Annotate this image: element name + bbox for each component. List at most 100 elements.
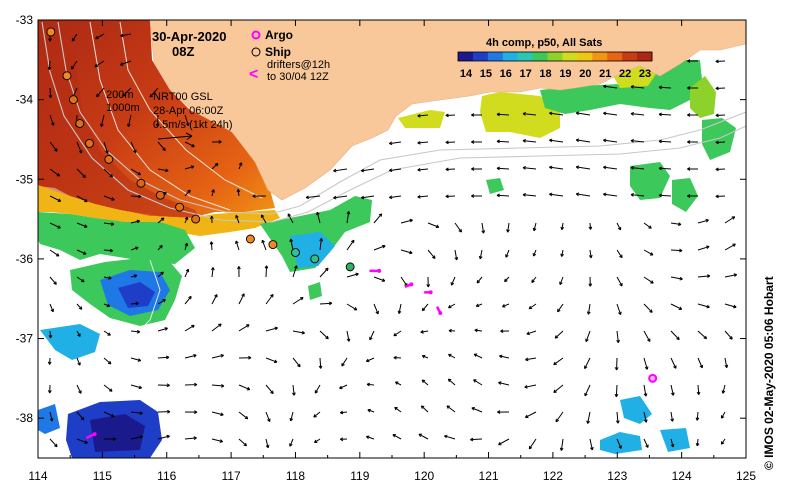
x-tick-label: 115 bbox=[93, 469, 112, 483]
colorbar-frame bbox=[457, 51, 653, 62]
current-arrow bbox=[130, 246, 139, 251]
current-arrow bbox=[588, 222, 593, 230]
current-arrow bbox=[630, 111, 645, 116]
current-arrow bbox=[720, 411, 726, 419]
land-western-australia bbox=[149, 20, 746, 201]
current-arrow bbox=[210, 267, 215, 278]
current-arrow bbox=[417, 113, 429, 118]
current-arrow bbox=[445, 113, 456, 118]
current-arrow bbox=[473, 379, 483, 386]
current-arrow bbox=[157, 271, 164, 278]
current-arrow bbox=[697, 303, 710, 309]
current-arrow bbox=[76, 357, 81, 366]
current-arrow bbox=[420, 329, 429, 334]
current-arrow bbox=[397, 303, 402, 314]
colorbar-tick-label: 16 bbox=[500, 68, 512, 80]
current-arrow bbox=[506, 222, 510, 233]
current-arrow bbox=[393, 330, 402, 337]
current-arrow bbox=[670, 276, 683, 281]
current-arrow bbox=[130, 411, 143, 415]
current-arrow bbox=[157, 244, 163, 251]
current-arrow bbox=[697, 218, 709, 224]
current-arrow bbox=[643, 384, 648, 397]
current-arrow bbox=[184, 242, 189, 251]
current-arrow bbox=[724, 273, 738, 278]
current-arrow bbox=[319, 330, 329, 340]
current-arrow bbox=[103, 141, 109, 154]
current-arrow bbox=[319, 267, 329, 278]
drifter-position bbox=[377, 268, 382, 273]
current-arrow bbox=[211, 139, 222, 144]
y-tick-label: -33 bbox=[16, 13, 34, 27]
current-arrow bbox=[211, 323, 222, 332]
current-arrow bbox=[119, 60, 132, 66]
colorbar-swatch bbox=[487, 52, 504, 61]
current-arrow bbox=[553, 384, 564, 393]
x-tick-label: 119 bbox=[350, 469, 369, 483]
current-arrow bbox=[49, 114, 55, 126]
current-arrow bbox=[366, 435, 375, 440]
current-arrow bbox=[720, 438, 726, 445]
ship-position bbox=[291, 248, 300, 257]
current-arrow bbox=[157, 141, 166, 151]
current-arrow bbox=[589, 438, 594, 451]
current-arrow bbox=[687, 113, 699, 117]
current-arrow bbox=[426, 276, 431, 288]
current-arrow bbox=[48, 330, 53, 339]
current-arrow bbox=[630, 138, 645, 143]
current-arrow bbox=[553, 357, 564, 366]
current-arrow bbox=[400, 218, 413, 224]
current-arrow bbox=[184, 382, 198, 387]
current-arrow bbox=[498, 381, 510, 386]
current-arrow bbox=[211, 383, 225, 388]
current-arrow bbox=[373, 303, 379, 315]
current-arrow bbox=[360, 168, 375, 173]
current-arrow bbox=[184, 324, 195, 332]
current-arrow bbox=[616, 438, 622, 449]
legend-drifter-icon: < bbox=[249, 66, 258, 83]
current-arrow bbox=[130, 168, 141, 176]
current-arrow bbox=[687, 59, 699, 63]
current-arrow bbox=[49, 168, 61, 177]
current-arrow bbox=[47, 384, 52, 394]
current-arrow bbox=[586, 411, 591, 424]
current-arrow bbox=[715, 167, 726, 172]
current-arrow bbox=[392, 434, 402, 440]
current-arrow bbox=[643, 222, 652, 229]
current-arrow bbox=[528, 303, 537, 310]
argo-floats bbox=[648, 373, 658, 383]
current-arrow bbox=[697, 330, 708, 340]
current-arrow bbox=[421, 379, 429, 386]
current-arrow bbox=[474, 328, 483, 333]
current-arrow bbox=[184, 216, 189, 224]
current-arrow bbox=[94, 60, 105, 68]
current-arrow bbox=[549, 165, 564, 170]
current-arrow bbox=[498, 438, 510, 446]
credit-text: © IMOS 02-May-2020 05:06 Hobart bbox=[762, 276, 776, 470]
current-arrow bbox=[49, 438, 58, 448]
drifter-tracks bbox=[85, 268, 443, 440]
current-arrow bbox=[157, 383, 170, 388]
legend-argo-icon bbox=[251, 30, 261, 40]
current-arrow bbox=[339, 384, 348, 390]
current-arrow bbox=[292, 330, 305, 335]
current-arrow bbox=[525, 357, 537, 362]
current-arrow bbox=[496, 166, 510, 171]
current-arrow bbox=[471, 167, 483, 171]
current-arrow bbox=[341, 357, 348, 367]
current-arrow bbox=[616, 276, 623, 287]
y-tick-label: -38 bbox=[16, 411, 34, 425]
current-arrow bbox=[476, 276, 483, 284]
current-arrow bbox=[292, 297, 304, 305]
current-arrow bbox=[211, 354, 224, 359]
current-arrow bbox=[149, 87, 159, 98]
current-arrow bbox=[48, 87, 53, 99]
current-arrow bbox=[157, 217, 165, 224]
current-arrow bbox=[76, 330, 81, 337]
argo-float bbox=[648, 373, 658, 383]
current-arrow bbox=[473, 353, 483, 359]
current-arrow bbox=[448, 328, 456, 333]
current-arrow bbox=[373, 244, 386, 251]
current-arrow bbox=[417, 194, 429, 199]
current-arrow bbox=[524, 411, 537, 419]
